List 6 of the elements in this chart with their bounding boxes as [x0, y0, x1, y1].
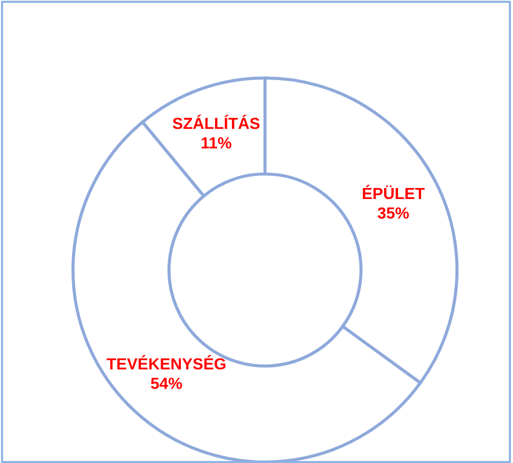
slice-label: SZÁLLÍTÁS: [172, 114, 260, 130]
data-label: 54%: [150, 378, 182, 390]
data-label: 35%: [378, 207, 409, 219]
data-label: 11%: [202, 137, 232, 149]
slice-label: TEVÉKENYSÉG: [106, 355, 226, 370]
slice-label: ÉPÜLET: [362, 184, 425, 200]
